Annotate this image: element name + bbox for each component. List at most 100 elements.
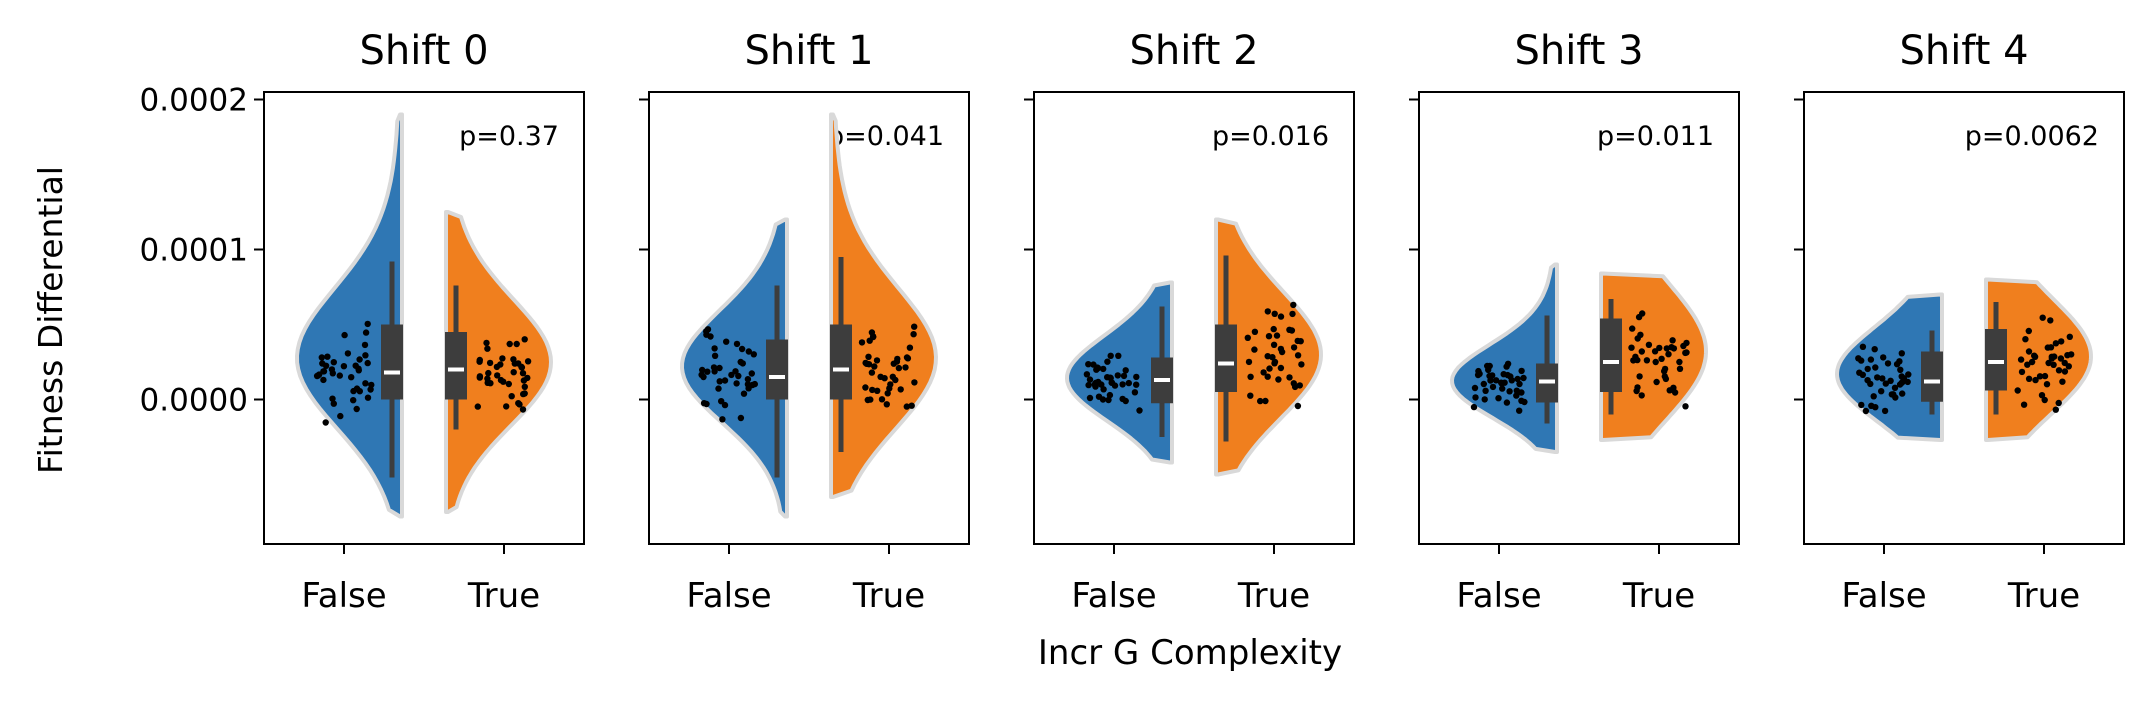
axes-frame bbox=[648, 91, 970, 545]
y-tick-label: 0.0001 bbox=[140, 233, 248, 269]
data-point bbox=[1897, 366, 1904, 373]
data-point bbox=[895, 364, 903, 372]
data-point bbox=[1106, 391, 1114, 399]
data-point bbox=[744, 381, 752, 388]
data-point bbox=[2018, 368, 2026, 376]
data-point bbox=[1492, 377, 1500, 384]
data-point bbox=[1471, 384, 1479, 392]
data-point bbox=[1680, 342, 1687, 350]
data-point bbox=[1638, 392, 1645, 399]
data-point bbox=[2052, 340, 2060, 347]
data-point bbox=[740, 390, 748, 397]
data-point bbox=[1107, 352, 1114, 359]
panel-title: Shift 4 bbox=[1899, 28, 2028, 74]
data-point bbox=[497, 376, 505, 384]
panel-title: Shift 3 bbox=[1514, 28, 1643, 74]
data-point bbox=[1489, 383, 1497, 391]
data-point bbox=[2047, 344, 2055, 351]
data-point bbox=[337, 412, 344, 420]
data-point bbox=[1290, 344, 1298, 351]
data-point bbox=[483, 339, 490, 347]
violin-false bbox=[680, 217, 789, 519]
violin-true bbox=[1599, 271, 1708, 442]
panel-title: Shift 1 bbox=[744, 28, 873, 74]
x-tick-label: False bbox=[301, 576, 386, 616]
data-point bbox=[1133, 373, 1140, 381]
data-point bbox=[1104, 358, 1111, 365]
data-point bbox=[487, 380, 494, 387]
data-point bbox=[506, 340, 513, 348]
data-point bbox=[1251, 328, 1259, 335]
iqr-box bbox=[1215, 324, 1237, 392]
data-point bbox=[1472, 394, 1479, 401]
data-point bbox=[1645, 341, 1653, 348]
data-point bbox=[2058, 338, 2065, 345]
data-point bbox=[1271, 310, 1278, 317]
data-point bbox=[352, 362, 359, 369]
data-point bbox=[704, 326, 712, 333]
data-point bbox=[1882, 380, 1890, 387]
data-point bbox=[1858, 401, 1865, 409]
data-point bbox=[871, 363, 878, 370]
data-point bbox=[1884, 360, 1892, 367]
data-point bbox=[1482, 387, 1489, 394]
data-point bbox=[908, 402, 915, 409]
data-point bbox=[862, 384, 869, 391]
data-point bbox=[1665, 351, 1672, 358]
data-point bbox=[710, 364, 718, 371]
p-value-annotation: p=0.0062 bbox=[1965, 121, 2099, 152]
data-point bbox=[728, 371, 735, 379]
data-point bbox=[1294, 352, 1302, 359]
data-point bbox=[2043, 381, 2051, 388]
data-point bbox=[503, 403, 510, 410]
data-point bbox=[733, 340, 741, 348]
data-point bbox=[886, 385, 893, 392]
data-point bbox=[1083, 371, 1091, 378]
data-point bbox=[1262, 397, 1269, 405]
data-point bbox=[1862, 407, 1870, 415]
data-point bbox=[2039, 314, 2046, 321]
data-point bbox=[1874, 374, 1881, 381]
data-point bbox=[2061, 368, 2069, 375]
data-point bbox=[738, 345, 746, 353]
data-point bbox=[716, 364, 723, 372]
data-point bbox=[737, 358, 744, 366]
data-point bbox=[2045, 359, 2052, 367]
x-tick-label: False bbox=[1071, 576, 1156, 616]
data-point bbox=[737, 414, 745, 422]
data-point bbox=[902, 364, 909, 371]
data-point bbox=[1086, 394, 1094, 402]
data-point bbox=[1131, 389, 1139, 396]
data-point bbox=[519, 370, 527, 377]
data-point bbox=[1633, 387, 1640, 395]
data-point bbox=[2017, 356, 2025, 363]
x-tick-label: True bbox=[1237, 576, 1310, 616]
x-tick-label: False bbox=[1456, 576, 1541, 616]
data-point bbox=[314, 372, 322, 379]
data-point bbox=[863, 360, 870, 367]
data-point bbox=[2031, 353, 2039, 360]
data-point bbox=[1094, 364, 1102, 372]
data-point bbox=[1864, 377, 1871, 384]
data-point bbox=[1085, 361, 1092, 368]
data-point bbox=[868, 369, 876, 376]
data-point bbox=[518, 363, 525, 370]
data-point bbox=[361, 341, 369, 349]
axes-frame bbox=[1418, 91, 1740, 545]
data-point bbox=[1499, 385, 1506, 392]
data-point bbox=[1294, 402, 1302, 410]
data-point bbox=[858, 339, 866, 346]
data-point bbox=[1634, 356, 1641, 364]
data-point bbox=[499, 355, 506, 362]
data-point bbox=[1277, 313, 1285, 320]
data-point bbox=[1904, 378, 1911, 386]
data-point bbox=[1676, 358, 1683, 366]
data-point bbox=[2028, 358, 2036, 366]
data-point bbox=[1639, 310, 1646, 317]
data-point bbox=[1119, 381, 1126, 388]
data-point bbox=[719, 416, 726, 423]
data-point bbox=[1516, 407, 1523, 414]
data-point bbox=[1898, 350, 1906, 357]
data-point bbox=[1643, 357, 1651, 364]
data-point bbox=[1682, 403, 1689, 410]
